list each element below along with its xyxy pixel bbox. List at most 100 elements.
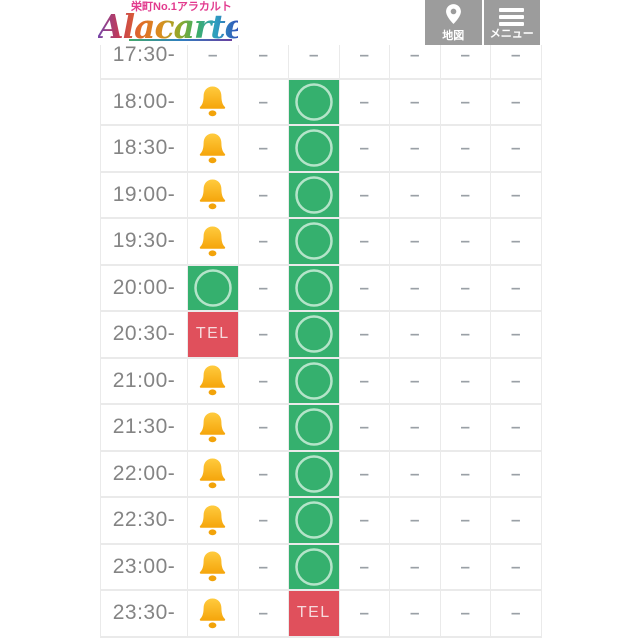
bell-icon bbox=[200, 551, 226, 582]
unavailable-cell: – bbox=[338, 589, 390, 638]
available-cell[interactable] bbox=[288, 170, 340, 219]
logo-tagline: 栄町No.1アラカルト bbox=[131, 1, 232, 13]
site-logo[interactable]: 栄町No.1アラカルト Álacarte bbox=[98, 0, 246, 46]
map-pin-icon bbox=[445, 3, 462, 28]
unavailable-cell: – bbox=[237, 542, 289, 591]
unavailable-cell: – bbox=[237, 217, 289, 266]
time-label: 21:00- bbox=[100, 356, 188, 405]
unavailable-cell: – bbox=[389, 356, 441, 405]
unavailable-cell: – bbox=[490, 496, 542, 545]
bell-notify-cell[interactable] bbox=[187, 496, 239, 545]
unavailable-cell: – bbox=[338, 77, 390, 126]
dash-mark: – bbox=[460, 463, 470, 483]
available-cell[interactable] bbox=[288, 124, 340, 173]
dash-mark: – bbox=[359, 417, 369, 437]
schedule-row: 22:30- – – – – – bbox=[100, 496, 542, 545]
tel-cell[interactable]: TEL bbox=[288, 589, 340, 638]
menu-button[interactable]: メニュー bbox=[483, 0, 540, 45]
available-circle-icon bbox=[295, 548, 333, 586]
bell-notify-cell[interactable] bbox=[187, 170, 239, 219]
tel-label: TEL bbox=[195, 325, 230, 343]
schedule-row: 23:00- – – – – – bbox=[100, 542, 542, 591]
schedule-row: 22:00- – – – – – bbox=[100, 449, 542, 498]
logo-brand-text: Álacarte bbox=[98, 7, 246, 46]
available-circle-icon bbox=[295, 129, 333, 167]
dash-mark: – bbox=[258, 463, 268, 483]
dash-mark: – bbox=[258, 603, 268, 623]
unavailable-cell: – bbox=[439, 542, 491, 591]
unavailable-cell: – bbox=[338, 217, 390, 266]
dash-mark: – bbox=[410, 556, 420, 576]
bell-notify-cell[interactable] bbox=[187, 217, 239, 266]
bell-notify-cell[interactable] bbox=[187, 77, 239, 126]
time-label: 21:30- bbox=[100, 403, 188, 452]
dash-mark: – bbox=[511, 603, 521, 623]
dash-mark: – bbox=[258, 231, 268, 251]
available-circle-icon bbox=[295, 315, 333, 353]
available-cell[interactable] bbox=[288, 542, 340, 591]
dash-mark: – bbox=[359, 138, 369, 158]
bell-notify-cell[interactable] bbox=[187, 124, 239, 173]
dash-mark: – bbox=[258, 138, 268, 158]
bell-notify-cell[interactable] bbox=[187, 449, 239, 498]
bell-notify-cell[interactable] bbox=[187, 403, 239, 452]
unavailable-cell: – bbox=[237, 263, 289, 312]
dash-mark: – bbox=[460, 231, 470, 251]
dash-mark: – bbox=[410, 417, 420, 437]
unavailable-cell: – bbox=[439, 356, 491, 405]
dash-mark: – bbox=[359, 277, 369, 297]
time-label: 20:00- bbox=[100, 263, 188, 312]
time-label: 19:30- bbox=[100, 217, 188, 266]
dash-mark: – bbox=[460, 417, 470, 437]
unavailable-cell: – bbox=[389, 589, 441, 638]
bell-icon bbox=[200, 505, 226, 535]
dash-mark: – bbox=[410, 277, 420, 297]
available-cell[interactable] bbox=[288, 449, 340, 498]
time-label: 22:30- bbox=[100, 496, 188, 545]
unavailable-cell: – bbox=[439, 310, 491, 359]
tel-cell[interactable]: TEL bbox=[187, 310, 239, 359]
available-cell[interactable] bbox=[288, 356, 340, 405]
header-buttons: 地図 メニュー bbox=[425, 0, 540, 45]
hamburger-icon bbox=[499, 6, 525, 26]
unavailable-cell: – bbox=[338, 449, 390, 498]
available-cell[interactable] bbox=[288, 496, 340, 545]
available-cell[interactable] bbox=[288, 310, 340, 359]
dash-mark: – bbox=[258, 417, 268, 437]
bell-notify-cell[interactable] bbox=[187, 542, 239, 591]
unavailable-cell: – bbox=[439, 77, 491, 126]
available-cell[interactable] bbox=[288, 403, 340, 452]
unavailable-cell: – bbox=[237, 356, 289, 405]
available-cell[interactable] bbox=[288, 217, 340, 266]
dash-mark: – bbox=[258, 556, 268, 576]
unavailable-cell: – bbox=[389, 449, 441, 498]
available-cell[interactable] bbox=[288, 263, 340, 312]
available-cell[interactable] bbox=[187, 263, 239, 312]
dash-mark: – bbox=[410, 510, 420, 530]
dash-mark: – bbox=[410, 603, 420, 623]
time-label: 23:00- bbox=[100, 542, 188, 591]
dash-mark: – bbox=[410, 324, 420, 344]
time-label: 22:00- bbox=[100, 449, 188, 498]
menu-button-label: メニュー bbox=[489, 27, 534, 40]
dash-mark: – bbox=[359, 510, 369, 530]
schedule-row: 19:00- – – – – – bbox=[100, 170, 542, 219]
unavailable-cell: – bbox=[237, 403, 289, 452]
unavailable-cell: – bbox=[389, 124, 441, 173]
bell-notify-cell[interactable] bbox=[187, 589, 239, 638]
unavailable-cell: – bbox=[389, 496, 441, 545]
map-button[interactable]: 地図 bbox=[425, 0, 482, 45]
unavailable-cell: – bbox=[389, 170, 441, 219]
available-cell[interactable] bbox=[288, 77, 340, 126]
dash-mark: – bbox=[460, 277, 470, 297]
bell-notify-cell[interactable] bbox=[187, 356, 239, 405]
dash-mark: – bbox=[410, 138, 420, 158]
schedule-row: 18:30- – – – – – bbox=[100, 124, 542, 173]
unavailable-cell: – bbox=[490, 310, 542, 359]
bell-icon bbox=[200, 458, 226, 489]
unavailable-cell: – bbox=[490, 77, 542, 126]
unavailable-cell: – bbox=[490, 403, 542, 452]
availability-table: 17:30- – – – – – – –18:00- – – – – –18:30- – – – – –19:00… bbox=[100, 31, 542, 638]
schedule-row: 20:00- – – – – – bbox=[100, 263, 542, 312]
dash-mark: – bbox=[258, 91, 268, 111]
